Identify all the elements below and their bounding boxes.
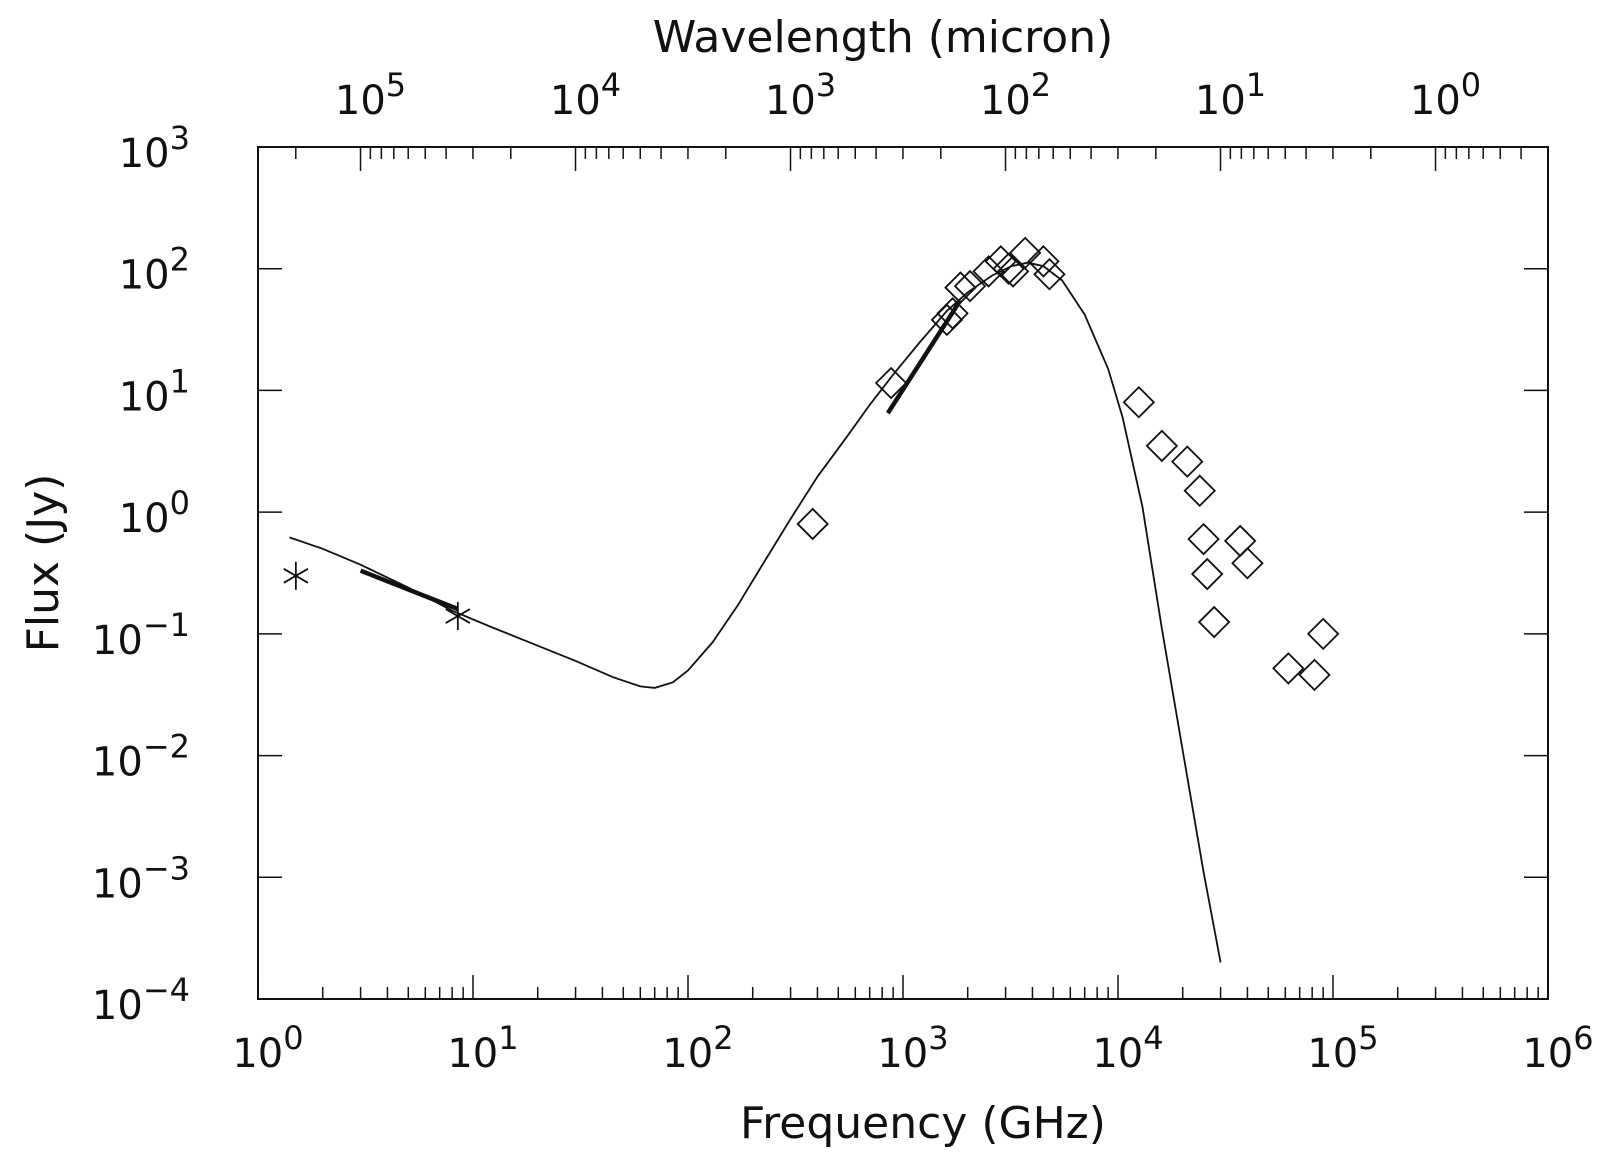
diamond-point bbox=[1171, 445, 1204, 478]
diamond-point bbox=[972, 255, 1005, 288]
x-tick-label: 100 bbox=[232, 1019, 303, 1077]
x-tick-label: 102 bbox=[662, 1019, 733, 1077]
diamond-point bbox=[1145, 429, 1179, 463]
y-tick-label: 10−3 bbox=[92, 849, 190, 907]
x2-tick-label: 102 bbox=[980, 66, 1051, 124]
y-axis-title: Flux (Jy) bbox=[18, 474, 69, 653]
x-tick-label: 106 bbox=[1522, 1019, 1593, 1077]
diamond-point bbox=[930, 303, 964, 337]
asterisk-point bbox=[445, 602, 471, 631]
y-tick-label: 10−4 bbox=[92, 971, 190, 1029]
x-tick-label: 105 bbox=[1307, 1019, 1378, 1077]
diamond-point bbox=[1187, 522, 1220, 556]
y-tick-label: 103 bbox=[119, 119, 190, 177]
diamond-point bbox=[1197, 605, 1231, 639]
diamond-point bbox=[944, 271, 977, 304]
asterisk-stroke bbox=[445, 608, 471, 624]
diamond-point bbox=[936, 297, 969, 330]
y-tick-label: 10−2 bbox=[92, 728, 190, 786]
asterisk-stroke bbox=[283, 568, 309, 584]
x-tick-label: 101 bbox=[447, 1019, 518, 1077]
diamond-point bbox=[1183, 474, 1217, 507]
x-axis-title: Frequency (GHz) bbox=[740, 1098, 1106, 1149]
diamond-point bbox=[953, 269, 987, 303]
x2-tick-label: 103 bbox=[765, 66, 836, 124]
thick-fit-segment bbox=[885, 299, 963, 415]
diamond-point bbox=[1298, 658, 1331, 692]
y-tick-label: 10−1 bbox=[92, 606, 190, 664]
plot-area bbox=[257, 146, 1549, 1000]
y-tick-label: 101 bbox=[119, 362, 190, 420]
x2-tick-label: 104 bbox=[550, 66, 621, 124]
x-tick-label: 103 bbox=[877, 1019, 948, 1077]
diamond-point bbox=[1027, 245, 1060, 278]
thick-fit-segment bbox=[359, 568, 459, 612]
diamond-point bbox=[1122, 385, 1156, 419]
data-series bbox=[283, 236, 1340, 963]
diamond-point bbox=[1231, 547, 1264, 580]
diamond-point bbox=[1008, 236, 1042, 270]
asterisk-point bbox=[283, 561, 309, 590]
x-tick-label: 104 bbox=[1092, 1019, 1163, 1077]
axis-ticks bbox=[257, 146, 1549, 1000]
diamond-point bbox=[1033, 258, 1066, 291]
tick-labels: 100 101 102 103 104 105 106 103 102 101 100 10−1 10−… bbox=[92, 66, 1594, 1077]
x2-tick-label: 100 bbox=[1410, 66, 1481, 124]
diamond-point bbox=[1306, 617, 1340, 651]
diamond-point bbox=[874, 366, 908, 400]
x2-tick-label: 101 bbox=[1195, 66, 1266, 124]
model-curve bbox=[289, 261, 1222, 963]
diamond-point bbox=[796, 507, 829, 541]
diamond-point bbox=[1272, 652, 1305, 685]
y-tick-label: 102 bbox=[119, 241, 190, 299]
y-tick-label: 100 bbox=[119, 484, 190, 542]
top-axis-title: Wavelength (micron) bbox=[653, 12, 1114, 63]
diamond-point bbox=[1190, 557, 1224, 591]
diamond-point bbox=[992, 252, 1025, 285]
x2-tick-label: 105 bbox=[335, 66, 406, 124]
